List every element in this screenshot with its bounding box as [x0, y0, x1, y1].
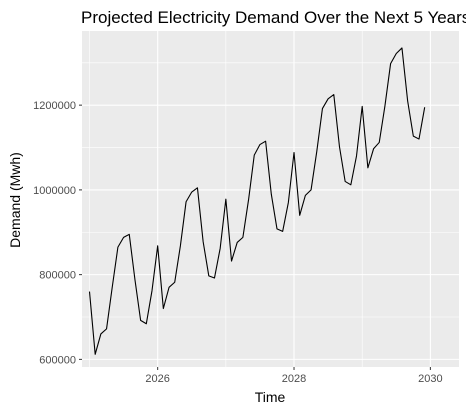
x-tick-label: 2030: [418, 373, 442, 385]
y-axis-ticks: 600000 800000 1000000 1200000: [33, 100, 82, 366]
y-axis-title: Demand (Mwh): [7, 152, 23, 248]
x-tick-label: 2028: [282, 373, 306, 385]
chart-title: Projected Electricity Demand Over the Ne…: [81, 8, 466, 27]
y-tick-label: 1000000: [33, 185, 76, 197]
y-tick-label: 600000: [39, 354, 76, 366]
major-grid: [82, 31, 459, 367]
x-tick-label: 2026: [145, 373, 169, 385]
series-layer: [88, 47, 426, 355]
x-axis-title: Time: [255, 389, 286, 405]
x-axis-ticks: 2026 2028 2030: [145, 367, 443, 385]
y-tick-label: 1200000: [33, 100, 76, 112]
y-tick-label: 800000: [39, 270, 76, 282]
series-line: [88, 47, 426, 355]
plot-panel: [82, 31, 459, 367]
